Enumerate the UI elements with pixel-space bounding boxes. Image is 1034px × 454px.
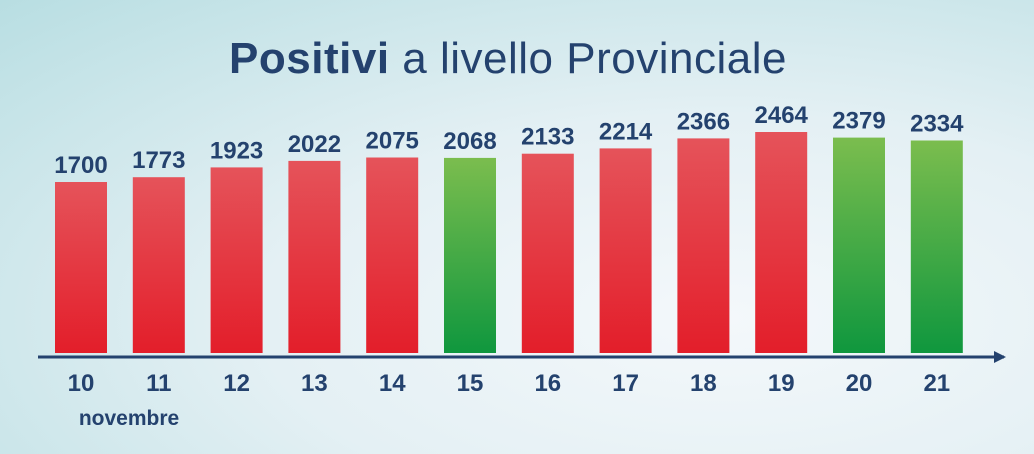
x-tick-label-10: 10 (68, 370, 95, 397)
x-tick-label-13: 13 (301, 370, 328, 397)
x-tick-label-19: 19 (768, 370, 795, 397)
value-label-11: 1773 (132, 147, 185, 174)
value-label-17: 2214 (599, 118, 653, 145)
x-tick-label-11: 11 (146, 370, 171, 397)
bar-12 (210, 167, 263, 353)
x-tick-label-14: 14 (379, 370, 406, 397)
x-axis-month-label: novembre (79, 407, 179, 430)
bars-layer (55, 132, 963, 353)
x-tick-label-21: 21 (923, 370, 950, 397)
value-label-20: 2379 (832, 108, 885, 135)
x-tick-label-15: 15 (457, 370, 484, 397)
x-tick-label-20: 20 (846, 370, 873, 397)
value-label-13: 2022 (288, 131, 341, 158)
chart-title-bold: Positivi (229, 34, 390, 83)
value-label-14: 2075 (366, 128, 419, 155)
bar-14 (366, 157, 419, 353)
x-axis (38, 351, 1006, 363)
x-tick-label-16: 16 (534, 370, 561, 397)
bar-17 (599, 148, 652, 353)
bar-19 (755, 132, 808, 353)
value-label-18: 2366 (677, 108, 730, 135)
bar-21 (910, 140, 963, 353)
bar-20 (833, 137, 885, 353)
value-label-10: 1700 (54, 152, 107, 179)
bar-13 (288, 160, 341, 353)
value-label-19: 2464 (755, 102, 809, 129)
labels-layer: 1700 10 1773 11 1923 12 2022 13 2075 14 2068 15 2133… (54, 102, 964, 397)
bar-18 (677, 138, 730, 353)
x-tick-label-18: 18 (690, 370, 717, 397)
bar-10 (55, 182, 107, 353)
value-label-15: 2068 (443, 128, 496, 155)
x-tick-label-12: 12 (223, 370, 250, 397)
value-label-12: 1923 (210, 137, 263, 164)
x-tick-label-17: 17 (612, 370, 639, 397)
bar-11 (132, 177, 185, 353)
chart-title: Positivi a livello Provinciale (0, 34, 1016, 84)
bar-15 (444, 157, 496, 353)
bar-16 (521, 153, 574, 353)
x-axis-arrow-icon (994, 351, 1006, 363)
chart-title-rest: a livello Provinciale (389, 34, 787, 83)
value-label-16: 2133 (521, 124, 574, 151)
value-label-21: 2334 (910, 111, 964, 138)
